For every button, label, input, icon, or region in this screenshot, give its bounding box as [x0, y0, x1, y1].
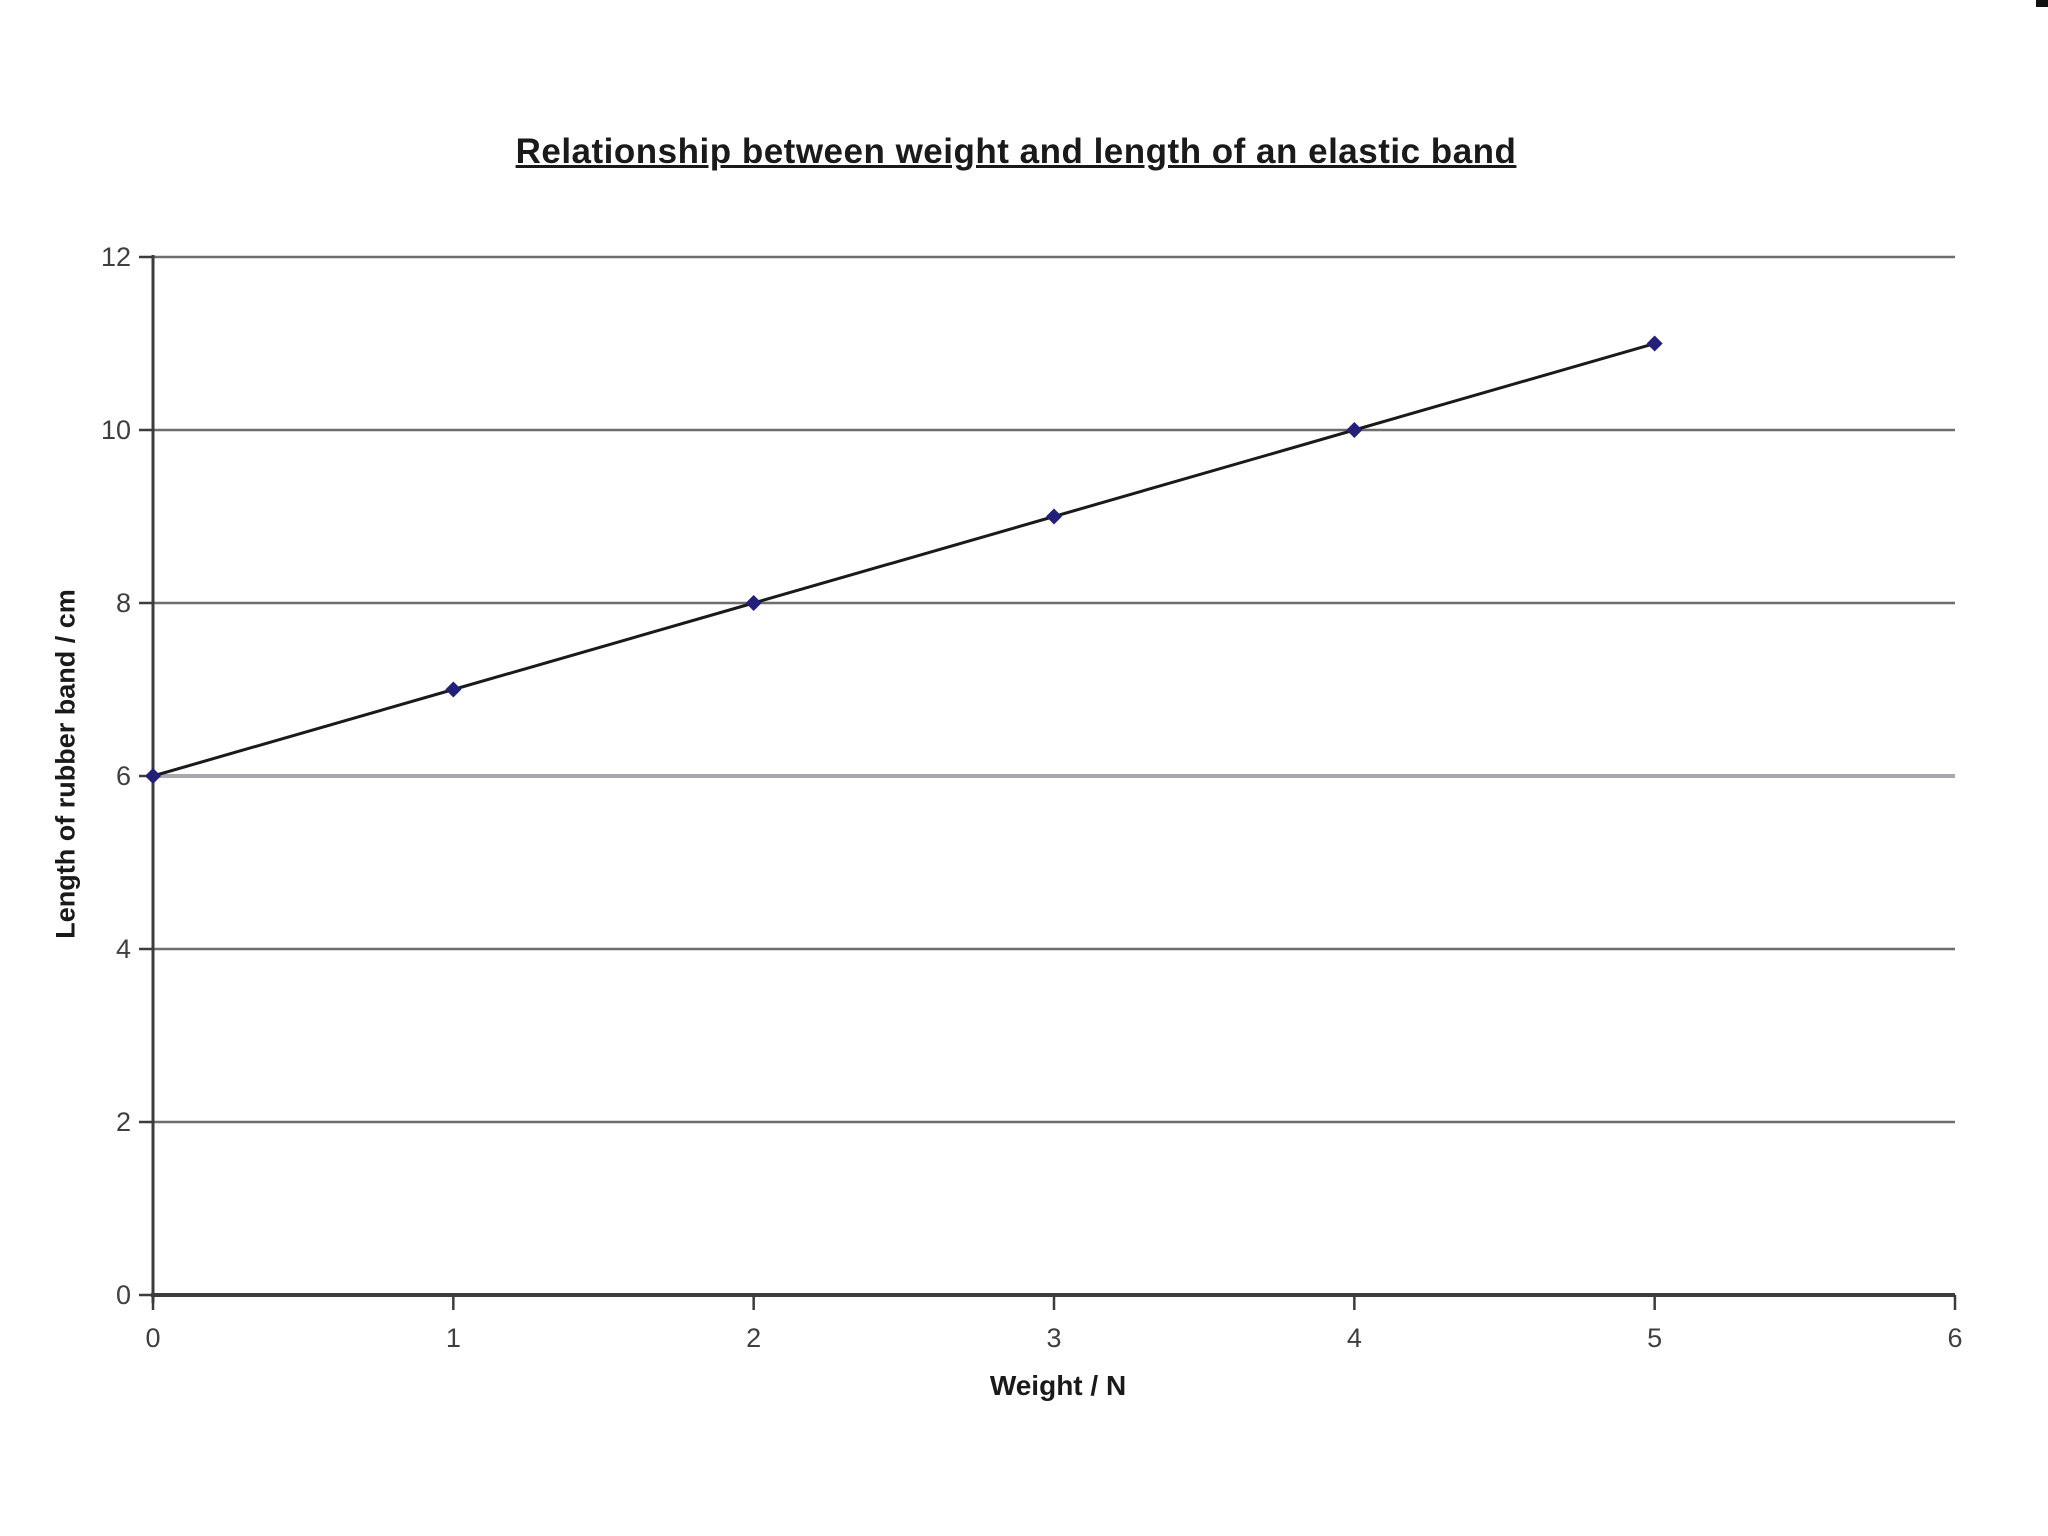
axes: [151, 255, 1955, 1303]
corner-artifact: [2036, 0, 2048, 7]
axis-ticks: [139, 255, 1957, 1310]
y-tick-label-6: 6: [116, 761, 131, 791]
x-tick-label-4: 4: [1347, 1323, 1362, 1353]
y-tick-labels: 0 2 4 6 8 10 12: [101, 242, 131, 1310]
data-series-line: [152, 342, 1656, 778]
x-axis-title: Weight / N: [989, 1370, 1127, 1401]
data-point-markers: [145, 335, 1663, 784]
y-tick-label-10: 10: [101, 415, 131, 445]
x-tick-labels: 0 1 2 3 4 5 6: [145, 1323, 1962, 1353]
x-tick-label-5: 5: [1647, 1323, 1662, 1353]
y-tick-label-12: 12: [101, 242, 131, 272]
x-tick-label-1: 1: [446, 1323, 461, 1353]
y-tick-label-8: 8: [116, 588, 131, 618]
data-point-3-9: [1046, 508, 1062, 525]
data-point-2-8: [745, 595, 762, 611]
chart-title: Relationship between weight and length o…: [515, 132, 1517, 171]
y-tick-label-4: 4: [116, 934, 131, 964]
gridlines: [153, 255, 1955, 1124]
x-tick-label-3: 3: [1046, 1323, 1061, 1353]
x-tick-label-6: 6: [1947, 1323, 1962, 1353]
y-tick-label-0: 0: [116, 1280, 131, 1310]
x-tick-label-0: 0: [145, 1323, 160, 1353]
x-tick-label-2: 2: [746, 1323, 761, 1353]
data-point-5-11: [1646, 335, 1663, 352]
y-tick-label-2: 2: [116, 1107, 131, 1137]
data-point-1-7: [445, 681, 462, 698]
data-point-0-6: [145, 768, 161, 784]
series-line: [152, 342, 1656, 778]
data-point-4-10: [1346, 422, 1363, 438]
